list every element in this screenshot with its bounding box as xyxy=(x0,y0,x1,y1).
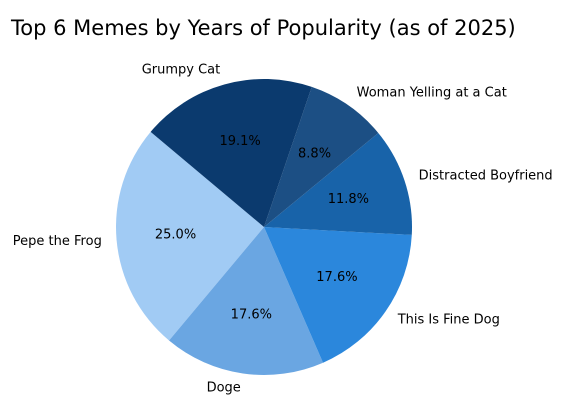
pie-slice-pepe-the-frog xyxy=(116,131,264,341)
pie-slices xyxy=(116,78,412,375)
pie-pct-label: 17.6% xyxy=(316,270,357,285)
pie-category-label: Woman Yelling at a Cat xyxy=(357,86,507,101)
pie-slice-this-is-fine-dog xyxy=(264,227,412,363)
pie-slice-grumpy-cat xyxy=(150,78,312,227)
pie-labels: 25.0% Pepe the Frog 17.6% Doge 17.6% This Is … xyxy=(13,63,553,396)
pie-pct-label: 17.6% xyxy=(231,307,272,322)
pie-category-label: Doge xyxy=(207,381,241,396)
pie-category-label: Grumpy Cat xyxy=(142,63,221,78)
chart-title: Top 6 Memes by Years of Popularity (as o… xyxy=(10,16,516,40)
pie-category-label: This Is Fine Dog xyxy=(397,312,500,327)
pie-pct-label: 19.1% xyxy=(219,134,260,149)
pie-pct-label: 8.8% xyxy=(298,146,331,161)
pie-category-label: Pepe the Frog xyxy=(13,234,102,249)
pie-slice-doge xyxy=(169,227,324,375)
pie-pct-label: 25.0% xyxy=(155,227,196,242)
pie-slice-woman-yelling-at-a-cat xyxy=(264,86,379,227)
pie-slice-distracted-boyfriend xyxy=(264,132,412,235)
pie-category-label: Distracted Boyfriend xyxy=(419,169,553,184)
pie-pct-label: 11.8% xyxy=(328,192,369,207)
